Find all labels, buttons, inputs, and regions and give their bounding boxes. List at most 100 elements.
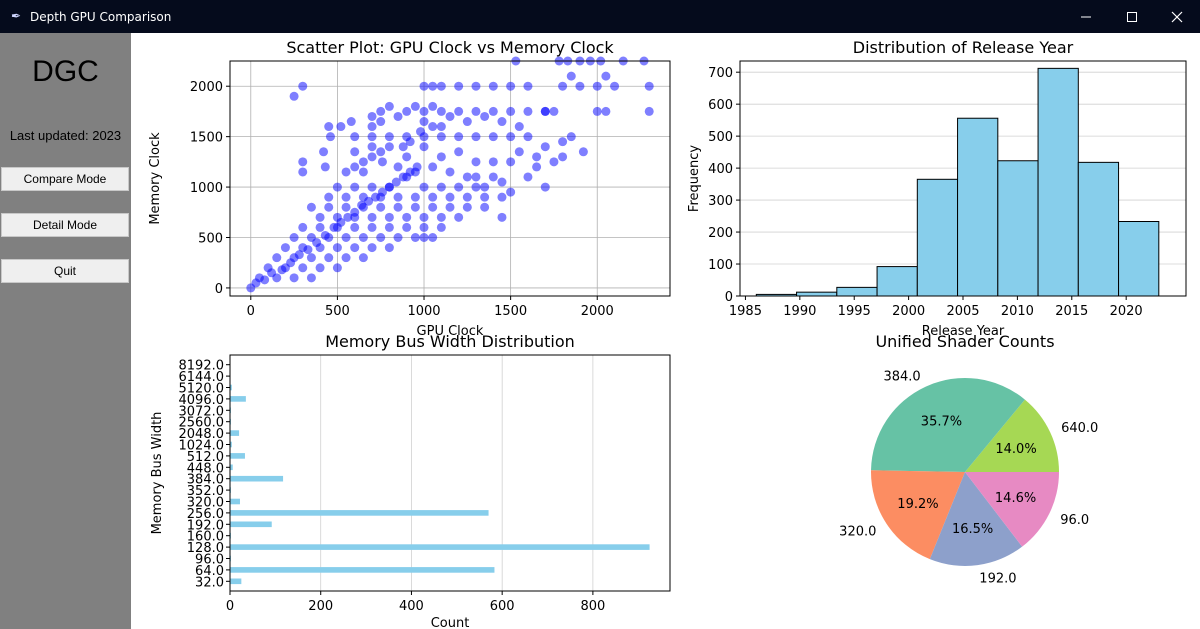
maximize-button[interactable] — [1109, 0, 1155, 33]
hbar-category-label: 3072.0 — [179, 404, 225, 419]
scatter-point — [358, 253, 368, 263]
hbar-bar — [230, 475, 284, 482]
hist-xlabel: Release Year — [922, 324, 1005, 339]
hbar-bar — [230, 498, 240, 505]
hist-bar — [836, 286, 878, 297]
scatter-point — [436, 212, 446, 222]
scatter-point — [644, 81, 654, 91]
hist-ytick-label: 100 — [708, 258, 733, 273]
scatter-point — [306, 273, 316, 283]
window-title: Depth GPU Comparison — [30, 10, 172, 24]
scatter-point — [319, 147, 329, 157]
scatter-point — [289, 273, 299, 283]
scatter-title: Scatter Plot: GPU Clock vs Memory Clock — [286, 38, 614, 57]
scatter-point — [346, 117, 356, 127]
scatter-point — [523, 172, 533, 182]
scatter-point — [350, 147, 360, 157]
hbar-xlabel: Count — [431, 616, 470, 629]
hbar-bar — [230, 544, 650, 550]
scatter-point — [367, 212, 377, 222]
hbar-category-label: 320.0 — [187, 496, 224, 511]
pie-percent-label: 14.0% — [995, 442, 1036, 457]
scatter-point — [549, 157, 559, 167]
scatter-point — [312, 238, 322, 248]
hist-xtick-label: 2000 — [892, 304, 925, 319]
close-button[interactable] — [1154, 0, 1200, 33]
scatter-point — [514, 147, 524, 157]
scatter-point — [471, 81, 481, 91]
hbar-category-label: 256.0 — [187, 507, 224, 522]
scatter-point — [462, 202, 472, 212]
hist-ytick-label: 500 — [708, 130, 733, 145]
scatter-xtick-label: 0 — [247, 304, 255, 319]
scatter-point — [272, 253, 282, 263]
scatter-point — [506, 81, 516, 91]
scatter-point — [405, 167, 415, 177]
scatter-ytick-label: 1500 — [190, 131, 223, 146]
scatter-point — [428, 122, 438, 132]
pie-slice — [965, 399, 1059, 472]
scatter-point — [480, 202, 490, 212]
scatter-point — [410, 192, 420, 202]
hbar-bar — [230, 396, 246, 402]
hist-bar — [796, 291, 838, 297]
scatter-point — [445, 167, 455, 177]
scatter-point — [410, 202, 420, 212]
scatter-point — [506, 187, 516, 197]
scatter-point — [419, 117, 429, 127]
scatter-point — [514, 122, 524, 132]
minimize-button[interactable] — [1063, 0, 1109, 33]
hbar-category-label: 192.0 — [187, 518, 224, 533]
scatter-point — [462, 172, 472, 182]
compare-mode-button[interactable]: Compare Mode — [1, 167, 129, 191]
scatter-point — [592, 106, 602, 116]
scatter-point — [286, 258, 296, 268]
hbar-xtick-label: 800 — [580, 599, 605, 614]
scatter-point — [471, 157, 481, 167]
hist-ytick-label: 200 — [708, 226, 733, 241]
scatter-point — [324, 122, 334, 132]
scatter-point — [445, 111, 455, 121]
hist-ytick-label: 600 — [708, 98, 733, 113]
hist-bar — [876, 266, 918, 297]
scatter-ytick-label: 1000 — [190, 181, 223, 196]
scatter-point — [367, 182, 377, 192]
minimize-icon — [1081, 16, 1091, 17]
scatter-point — [506, 157, 516, 167]
detail-mode-button[interactable]: Detail Mode — [1, 213, 129, 237]
scatter-point — [298, 222, 308, 232]
pie-slice — [965, 472, 1059, 547]
scatter-point — [601, 106, 611, 116]
scatter-point — [367, 243, 377, 253]
scatter-point — [391, 177, 401, 187]
scatter-point — [315, 212, 325, 222]
scatter-point — [371, 192, 381, 202]
scatter-point — [343, 212, 353, 222]
hbar-bar — [230, 430, 240, 436]
scatter-point — [350, 222, 360, 232]
scatter-point — [419, 142, 429, 152]
hist-bar — [1118, 221, 1160, 297]
scatter-ytick-label: 2000 — [190, 80, 223, 95]
scatter-point — [436, 152, 446, 162]
quit-button[interactable]: Quit — [1, 259, 129, 283]
scatter-point — [358, 157, 368, 167]
scatter-point — [454, 132, 464, 142]
close-icon — [1171, 11, 1183, 22]
hbar-bar — [230, 578, 242, 585]
scatter-point — [488, 157, 498, 167]
scatter-point — [367, 122, 377, 132]
scatter-point — [324, 253, 334, 263]
scatter-point — [436, 222, 446, 232]
app-logo: DGC — [32, 55, 99, 88]
scatter-point — [480, 192, 490, 202]
scatter-point — [393, 233, 403, 243]
scatter-point — [575, 81, 585, 91]
pie-slice — [871, 470, 965, 560]
scatter-point — [454, 182, 464, 192]
scatter-point — [393, 162, 403, 172]
hbar-xtick-label: 0 — [226, 599, 234, 614]
hist-xtick-label: 1995 — [838, 304, 871, 319]
hist-xtick-label: 1990 — [783, 304, 816, 319]
scatter-point — [506, 106, 516, 116]
